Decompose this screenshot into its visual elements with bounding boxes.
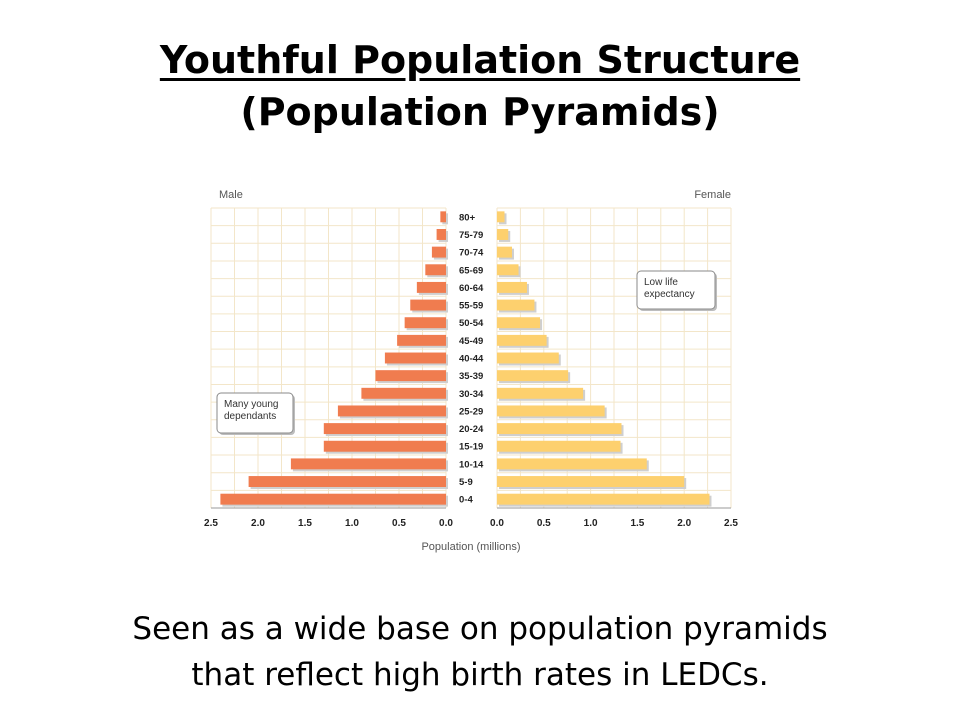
caption-line-1: Seen as a wide base on population pyrami… [132, 611, 828, 647]
slide-caption: Seen as a wide base on population pyrami… [0, 606, 960, 698]
tick-label-male: 1.0 [345, 518, 359, 529]
slide-subtitle: (Population Pyramids) [240, 90, 720, 134]
age-label: 70-74 [459, 248, 484, 259]
bar-male-20-24 [323, 423, 446, 435]
x-axis-title: Population (millions) [421, 541, 520, 553]
bar-female-65-69 [497, 264, 519, 276]
age-label: 25-29 [459, 406, 483, 417]
bars-female [497, 211, 712, 507]
bar-male-15-19 [323, 440, 446, 452]
bar-female-20-24 [497, 423, 622, 435]
tick-label-female: 1.5 [630, 518, 644, 529]
bar-male-70-74 [431, 246, 446, 258]
age-label: 5-9 [459, 477, 473, 488]
panel-label-male: Male [219, 189, 243, 201]
bar-female-30-34 [497, 387, 584, 399]
bar-male-55-59 [410, 299, 446, 311]
tick-labels: 2.5 2.0 1.5 1.0 0.5 0.0 0.0 0.5 1.0 1.5 2.0 2.5 [204, 518, 738, 529]
bar-female-5-9 [497, 476, 685, 487]
callout-text: Many young [224, 399, 278, 410]
bar-male-50-54 [404, 317, 446, 329]
bar-male-60-64 [416, 281, 446, 293]
age-label: 35-39 [459, 371, 483, 382]
grid-lines [210, 207, 732, 509]
bar-female-15-19 [497, 440, 621, 452]
bar-male-75-79 [436, 229, 446, 240]
age-label: 80+ [459, 212, 476, 223]
age-label: 60-64 [459, 283, 484, 294]
bar-female-70-74 [497, 246, 512, 258]
panel-label-female: Female [694, 189, 731, 201]
bar-female-25-29 [497, 405, 605, 417]
age-label: 0-4 [459, 495, 473, 506]
bar-female-40-44 [497, 352, 559, 364]
bar-male-30-34 [361, 387, 446, 399]
bar-male-25-29 [337, 405, 446, 417]
callout-box [216, 392, 294, 434]
bar-male-80+ [440, 211, 446, 223]
bar-female-50-54 [497, 317, 541, 329]
age-labels: 0-4 5-9 10-14 15-19 20-24 25-29 30-34 35-39 40-4… [459, 212, 484, 505]
title-block: Youthful Population Structure (Populatio… [0, 34, 960, 138]
age-label: 10-14 [459, 459, 484, 470]
age-label: 15-19 [459, 442, 483, 453]
age-label: 65-69 [459, 265, 483, 276]
bar-male-40-44 [384, 352, 446, 364]
tick-label-female: 1.0 [584, 518, 598, 529]
population-pyramid-chart: Male Female 0-4 5-9 10-14 15-19 20-24 25-29 30-3… [204, 189, 738, 553]
bar-female-60-64 [497, 281, 527, 293]
tick-label-female: 2.0 [677, 518, 691, 529]
age-label: 75-79 [459, 230, 483, 241]
bar-female-55-59 [497, 299, 535, 311]
bar-male-65-69 [425, 264, 446, 276]
bar-male-10-14 [290, 458, 446, 470]
bar-female-10-14 [497, 458, 647, 470]
tick-label-male: 2.5 [204, 518, 218, 529]
bar-male-0-4 [220, 493, 446, 505]
tick-label-female: 0.0 [490, 518, 504, 529]
tick-label-female: 0.5 [537, 518, 551, 529]
bars-male [220, 211, 448, 507]
bar-male-35-39 [375, 370, 446, 382]
slide-title: Youthful Population Structure [159, 38, 801, 82]
age-label: 20-24 [459, 424, 484, 435]
tick-label-male: 0.0 [439, 518, 453, 529]
bar-male-5-9 [248, 476, 446, 487]
bar-female-80+ [497, 211, 505, 223]
callout-text: dependants [224, 411, 276, 422]
caption-line-2: that reflect high birth rates in LEDCs. [191, 657, 769, 693]
age-label: 55-59 [459, 301, 483, 312]
bar-female-0-4 [497, 493, 710, 505]
callout-text: Low life [644, 277, 678, 288]
age-label: 40-44 [459, 354, 484, 365]
bar-female-75-79 [497, 229, 509, 240]
callout-box [636, 270, 716, 310]
tick-label-male: 0.5 [392, 518, 406, 529]
age-label: 30-34 [459, 389, 484, 400]
bar-female-45-49 [497, 334, 547, 346]
age-label: 50-54 [459, 318, 484, 329]
tick-label-male: 2.0 [251, 518, 265, 529]
bar-female-35-39 [497, 370, 569, 382]
tick-label-male: 1.5 [298, 518, 312, 529]
callout-text: expectancy [644, 289, 695, 300]
bar-male-45-49 [397, 334, 446, 346]
age-label: 45-49 [459, 336, 483, 347]
tick-label-female: 2.5 [724, 518, 738, 529]
